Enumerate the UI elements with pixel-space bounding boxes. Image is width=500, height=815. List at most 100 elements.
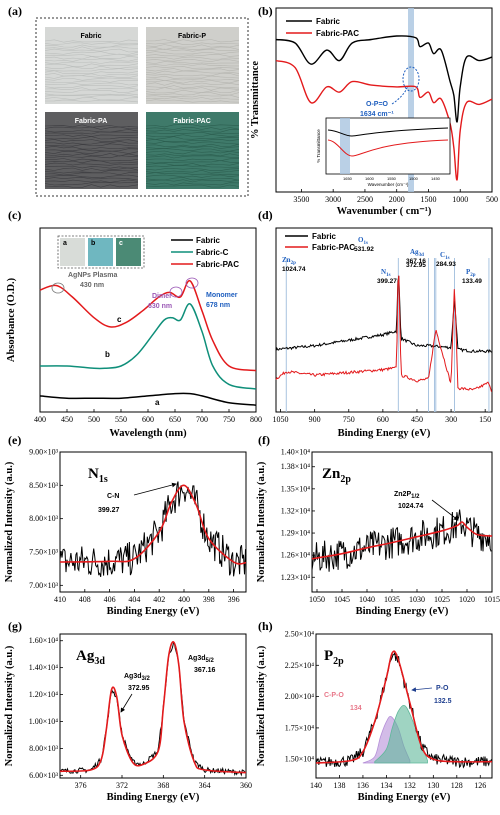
x-tick-label: 1025 bbox=[434, 595, 450, 604]
x-tick-label: 406 bbox=[104, 595, 116, 604]
fabric-texture-line bbox=[44, 169, 139, 174]
d-peak-value: 372.95 bbox=[406, 262, 426, 269]
g-ann-1: Ag3d3/2 bbox=[124, 673, 151, 682]
c-legend-fabric: Fabric bbox=[196, 236, 221, 245]
d-legend: Fabric Fabric-PAC bbox=[285, 232, 355, 252]
x-tick-label: 1000 bbox=[452, 195, 468, 204]
x-tick-label: 398 bbox=[203, 595, 215, 604]
fabric-texture-line bbox=[145, 70, 240, 74]
d-peak-name: P2p bbox=[466, 268, 476, 278]
fabric-texture-line bbox=[145, 172, 240, 175]
x-tick-label: 134 bbox=[380, 781, 392, 790]
x-tick-label: 800 bbox=[250, 415, 262, 424]
fabric-texture-line bbox=[44, 63, 139, 67]
fabric-texture-line bbox=[145, 162, 240, 167]
fabric-texture-line bbox=[44, 58, 139, 62]
d-xlabel: Binding Energy (eV) bbox=[338, 428, 431, 439]
b-annotation: O-P=O bbox=[366, 101, 389, 108]
fabric-texture-line bbox=[145, 66, 240, 69]
panel-g-label: (g) bbox=[8, 619, 22, 633]
e-ylabel: Normalized Intensity (a.u.) bbox=[4, 461, 15, 582]
b-legend-fabric-pac: Fabric-PAC bbox=[316, 29, 359, 38]
panel-h-chart: 140 138 136 134 132 130 128 126 1.50×10⁴ 1.75×10⁴… bbox=[256, 630, 493, 803]
x-tick-label: 150 bbox=[479, 415, 491, 424]
x-tick-label: 136 bbox=[357, 781, 369, 790]
fabric-texture-line bbox=[44, 131, 139, 135]
fabric-texture-line bbox=[45, 155, 139, 159]
x-tick-label: 360 bbox=[240, 781, 252, 790]
b-legend: Fabric Fabric-PAC bbox=[286, 17, 359, 38]
d-peak-value: 399.27 bbox=[377, 278, 397, 285]
b-inset-tick-2: 1600 bbox=[365, 176, 375, 181]
fabric-texture-line bbox=[44, 179, 139, 183]
x-tick-label: 700 bbox=[196, 415, 208, 424]
fabric-texture-line bbox=[146, 80, 240, 84]
fabric-texture-line bbox=[145, 82, 240, 86]
fabric-texture-line bbox=[44, 139, 139, 143]
x-tick-label: 300 bbox=[445, 415, 457, 424]
d-series-fabric-pac bbox=[275, 275, 492, 392]
x-tick-label: 2500 bbox=[357, 195, 373, 204]
fabric-texture-line bbox=[145, 158, 240, 162]
fabric-texture-line bbox=[145, 126, 240, 130]
fabric-texture-line bbox=[145, 78, 240, 81]
b-inset-tick-5: 1450 bbox=[431, 176, 441, 181]
fabric-texture-line bbox=[44, 150, 139, 154]
y-tick-label: 1.35×10⁴ bbox=[281, 484, 311, 493]
y-tick-label: 8.00×10³ bbox=[29, 514, 59, 523]
g-ann-2: Ag3d5/2 bbox=[188, 655, 215, 664]
panel-d-chart: 1050 900 750 600 450 300 150 Binding Energy (e… bbox=[273, 227, 493, 439]
e-raw-spectrum bbox=[59, 481, 246, 578]
d-peak-value: 284.93 bbox=[436, 261, 456, 268]
e-ann-value: 399.27 bbox=[98, 507, 120, 514]
x-tick-label: 1015 bbox=[484, 595, 500, 604]
y-tick-label: 9.00×10³ bbox=[29, 448, 59, 457]
x-tick-label: 1050 bbox=[309, 595, 325, 604]
fabric-texture-line bbox=[145, 134, 240, 138]
fabric-texture-line bbox=[145, 169, 240, 174]
panel-h-label: (h) bbox=[258, 619, 273, 633]
fabric-texture-line bbox=[145, 179, 240, 183]
fabric-texture-line bbox=[44, 126, 139, 130]
tile-label-fabric-pac: Fabric-PAC bbox=[173, 118, 211, 125]
d-series-fabric bbox=[275, 275, 492, 354]
h-title: P2p bbox=[324, 648, 344, 667]
fabric-texture-line bbox=[44, 42, 139, 45]
x-tick-label: 1030 bbox=[409, 595, 425, 604]
panel-e-chart: 410 408 406 404 402 400 398 396 7.00×10³ 7.50×10³… bbox=[4, 448, 247, 617]
c-inset-photos: a b c bbox=[57, 235, 145, 269]
c-series-fabric-pac bbox=[39, 280, 257, 372]
fabric-texture-line bbox=[44, 55, 139, 60]
fabric-texture-line bbox=[44, 182, 138, 186]
fabric-texture-line bbox=[145, 48, 240, 52]
fabric-texture-line bbox=[145, 75, 240, 79]
panel-f-chart: 1050 1045 1040 1035 1030 1025 1020 1015 1.23×10⁴… bbox=[256, 448, 500, 618]
c-ylabel: Absorbance (O.D.) bbox=[6, 277, 17, 362]
fabric-texture-line bbox=[145, 39, 240, 43]
fabric-texture-line bbox=[44, 167, 139, 171]
c-curve-label-c: c bbox=[117, 315, 122, 324]
x-tick-label: 372 bbox=[116, 781, 128, 790]
c-series-fabric bbox=[39, 392, 257, 406]
b-ylabel: % Transmittance bbox=[250, 61, 261, 139]
y-tick-label: 1.40×10⁴ bbox=[29, 663, 59, 672]
y-tick-label: 1.26×10⁴ bbox=[281, 551, 311, 560]
fabric-texture-line bbox=[44, 75, 139, 79]
fabric-texture-line bbox=[44, 77, 139, 81]
fabric-texture-line bbox=[145, 99, 240, 103]
h-raw-spectrum bbox=[315, 650, 492, 769]
c-legend-fabric-pac: Fabric-PAC bbox=[196, 260, 239, 269]
f-xlabel: Binding Energy (eV) bbox=[356, 606, 449, 617]
x-tick-label: 750 bbox=[343, 415, 355, 424]
d-legend-fabric: Fabric bbox=[312, 232, 337, 241]
x-tick-label: 450 bbox=[411, 415, 423, 424]
c-legend-fabric-c: Fabric-C bbox=[196, 248, 229, 257]
x-tick-label: 1500 bbox=[420, 195, 436, 204]
fabric-texture-line bbox=[145, 141, 240, 145]
b-inset-xlabel: Wavenumber (cm⁻¹) bbox=[368, 182, 409, 187]
fabric-texture-line bbox=[44, 97, 139, 101]
fabric-texture-line bbox=[145, 58, 240, 62]
fabric-texture-line bbox=[145, 68, 240, 72]
fabric-texture-line bbox=[44, 48, 139, 53]
b-inset-tick-3: 1550 bbox=[387, 176, 397, 181]
